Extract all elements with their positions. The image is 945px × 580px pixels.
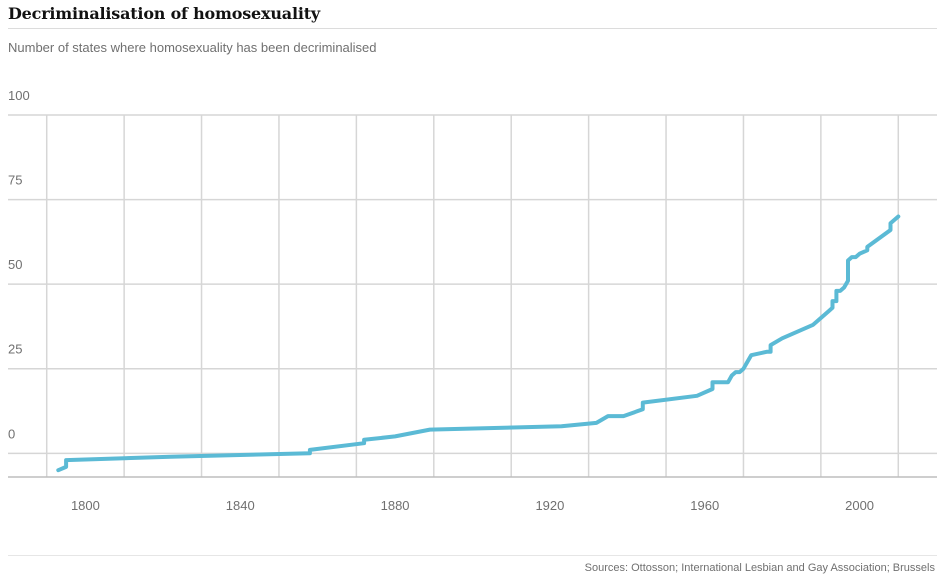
x-tick-label: 1960 <box>690 498 719 513</box>
x-tick-label: 1880 <box>381 498 410 513</box>
y-tick-label: 100 <box>8 88 30 103</box>
x-tick-label: 1800 <box>71 498 100 513</box>
x-tick-label: 2000 <box>845 498 874 513</box>
chart-grid <box>8 114 937 478</box>
series-line <box>56 214 901 473</box>
y-tick-label: 0 <box>8 426 15 441</box>
y-tick-label: 50 <box>8 257 22 272</box>
footer-divider <box>8 555 937 556</box>
x-axis-tick-labels: 1800 1840 1880 1920 1960 2000 <box>71 498 874 513</box>
x-tick-label: 1920 <box>535 498 564 513</box>
header-divider <box>8 28 937 29</box>
y-axis-tick-labels: 100 75 50 25 0 <box>8 88 30 441</box>
chart-title: Decriminalisation of homosexuality <box>8 4 320 23</box>
y-tick-label: 75 <box>8 173 22 188</box>
source-note: Sources: Ottosson; International Lesbian… <box>584 562 935 574</box>
x-tick-label: 1840 <box>226 498 255 513</box>
y-tick-label: 25 <box>8 342 22 357</box>
chart-subtitle: Number of states where homosexuality has… <box>8 40 377 55</box>
chart-series <box>56 214 901 473</box>
